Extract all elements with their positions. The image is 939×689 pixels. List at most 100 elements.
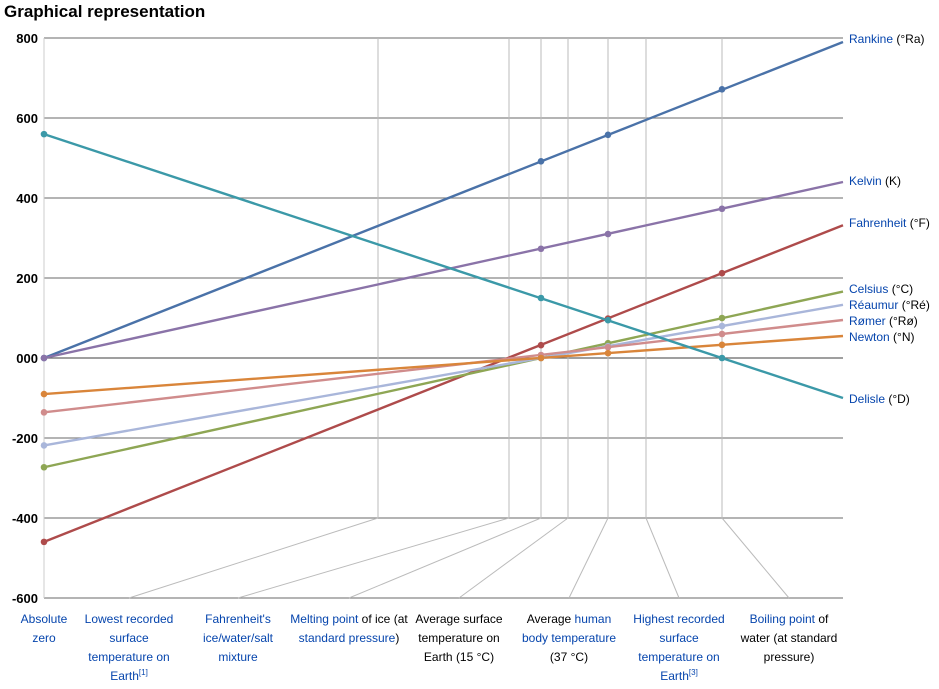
series-unit: (°Ré)	[898, 298, 930, 312]
series-label-celsius[interactable]: Celsius (°C)	[849, 282, 913, 296]
reference-point-label: Absolute zero	[14, 610, 74, 648]
data-point	[718, 341, 726, 349]
reference-link[interactable]: Fahrenheit's ice/water/salt mixture	[202, 612, 274, 664]
data-point	[718, 269, 726, 277]
data-point	[537, 158, 545, 165]
reference-connector	[645, 517, 680, 599]
reference-text: of ice (at	[358, 612, 408, 626]
series-label-fahrenheit[interactable]: Fahrenheit (°F)	[849, 216, 930, 230]
reference-point-label: Melting point of ice (at standard pressu…	[290, 610, 408, 648]
series-label-delisle[interactable]: Delisle (°D)	[849, 392, 910, 406]
series-line-newton	[43, 334, 844, 396]
series-line-delisle	[43, 132, 844, 400]
reference-link[interactable]: Boiling point	[749, 612, 816, 626]
series-name-link[interactable]: Kelvin	[849, 174, 882, 188]
reference-text: Average surface temperature on Earth (15…	[415, 612, 503, 664]
series-line-réaumur	[43, 303, 844, 447]
series-line-celsius	[43, 290, 844, 469]
data-point	[40, 463, 48, 471]
y-tick-label: -600	[12, 591, 38, 606]
reference-point-label: Average surface temperature on Earth (15…	[409, 610, 509, 667]
reference-point-label: Average human body temperature (37 °C)	[515, 610, 623, 667]
series-label-rømer[interactable]: Rømer (°Rø)	[849, 314, 918, 328]
series-lines	[43, 40, 844, 543]
reference-link[interactable]: [1]	[138, 668, 148, 677]
data-point	[718, 322, 726, 330]
series-label-kelvin[interactable]: Kelvin (K)	[849, 174, 901, 188]
data-point	[40, 409, 48, 416]
y-axis-ticks: -600 -400 -200 000 200 400 600 800	[12, 31, 38, 606]
series-markers	[40, 86, 726, 546]
data-point	[40, 354, 48, 362]
reference-point-label: Highest recorded surface temperature on …	[627, 610, 731, 686]
data-point	[718, 205, 726, 213]
reference-link[interactable]: Highest recorded surface temperature on …	[633, 612, 725, 683]
y-tick-label: 000	[16, 351, 38, 366]
grid	[44, 37, 843, 599]
series-name-link[interactable]: Fahrenheit	[849, 216, 907, 230]
data-point	[40, 538, 48, 546]
reference-connector	[348, 517, 542, 599]
reference-point-label: Boiling point of water (at standard pres…	[734, 610, 844, 667]
reference-link[interactable]: human body temperature	[521, 612, 617, 645]
reference-connector	[721, 517, 790, 599]
data-point	[604, 230, 612, 238]
data-point	[604, 349, 612, 357]
series-unit: (K)	[881, 174, 902, 188]
reference-connector	[237, 517, 510, 599]
reference-connector	[458, 517, 569, 599]
data-point	[604, 343, 612, 351]
series-name-link[interactable]: Newton	[849, 330, 890, 344]
series-line-kelvin	[43, 180, 844, 360]
data-point	[718, 354, 726, 362]
reference-link[interactable]: [3]	[688, 668, 698, 677]
reference-link[interactable]: Melting point	[290, 612, 359, 626]
data-point	[718, 330, 726, 338]
series-name-link[interactable]: Rømer	[849, 314, 886, 328]
series-unit: (°Rø)	[885, 314, 918, 328]
y-tick-label: 400	[16, 191, 38, 206]
data-point	[537, 341, 545, 349]
data-point	[537, 294, 545, 302]
reference-text: Average	[526, 612, 575, 626]
data-point	[604, 316, 612, 324]
reference-link[interactable]: Absolute zero	[20, 612, 68, 645]
data-point	[40, 442, 48, 449]
series-unit: (°Ra)	[893, 32, 925, 46]
y-tick-label: -200	[12, 431, 38, 446]
y-tick-label: 200	[16, 271, 38, 286]
reference-text: )	[395, 631, 400, 645]
series-label-rankine[interactable]: Rankine (°Ra)	[849, 32, 925, 46]
data-point	[40, 130, 48, 138]
chart-title: Graphical representation	[4, 2, 206, 21]
series-line-rankine	[43, 40, 844, 360]
data-point	[604, 131, 612, 139]
series-unit: (°C)	[888, 282, 914, 296]
reference-text: (37 °C)	[549, 650, 589, 664]
series-name-link[interactable]: Réaumur	[849, 298, 899, 312]
reference-point-label: Lowest recorded surface temperature on E…	[77, 610, 182, 686]
data-point	[537, 354, 545, 362]
data-point	[718, 86, 726, 93]
series-line-fahrenheit	[43, 224, 844, 543]
reference-connector	[568, 517, 609, 599]
series-name-link[interactable]: Celsius	[849, 282, 889, 296]
series-label-réaumur[interactable]: Réaumur (°Ré)	[849, 298, 930, 312]
data-point	[718, 314, 726, 322]
series-label-newton[interactable]: Newton (°N)	[849, 330, 914, 344]
series-unit: (°F)	[906, 216, 930, 230]
reference-point-label: Fahrenheit's ice/water/salt mixture	[193, 610, 283, 667]
data-point	[40, 390, 48, 398]
series-unit: (°D)	[885, 392, 910, 406]
y-tick-label: -400	[12, 511, 38, 526]
label-connectors	[128, 517, 790, 599]
y-tick-label: 800	[16, 31, 38, 46]
reference-link[interactable]: Lowest recorded surface temperature on E…	[84, 612, 174, 683]
series-name-link[interactable]: Rankine	[849, 32, 894, 46]
series-unit: (°N)	[889, 330, 915, 344]
series-name-link[interactable]: Delisle	[849, 392, 886, 406]
y-tick-label: 600	[16, 111, 38, 126]
data-point	[537, 245, 545, 253]
reference-link[interactable]: standard pressure	[298, 631, 396, 645]
